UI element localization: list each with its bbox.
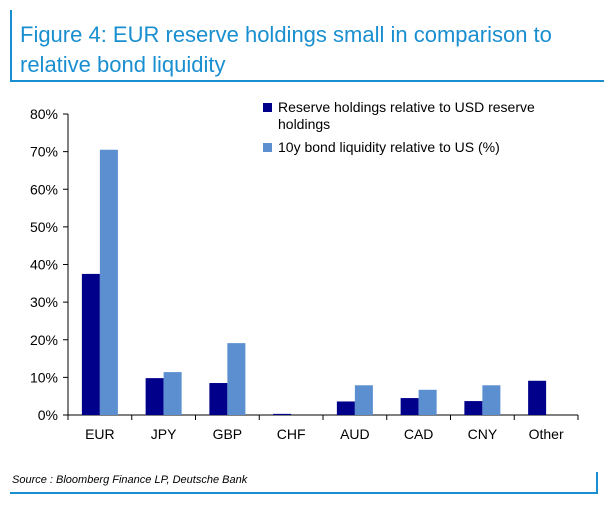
y-tick-label: 30% <box>30 294 58 310</box>
bar-aud-series-2 <box>354 385 373 415</box>
x-tick-label: GBP <box>213 426 243 442</box>
bar-cad-series-1 <box>400 398 419 415</box>
x-tick-label: CNY <box>468 426 498 442</box>
legend-label-series-1: Reserve holdings relative to USD reserve <box>278 99 535 115</box>
x-tick-label: CHF <box>277 426 306 442</box>
title-divider <box>10 80 604 82</box>
bar-jpy-series-2 <box>163 372 182 415</box>
bar-eur-series-1 <box>81 273 100 415</box>
chart-axes: 0% 10% 20% 30% 40% 50% 60% 70% 80% EUR JPY GBP CHF AU… <box>30 106 579 442</box>
x-tick-label: JPY <box>151 426 177 442</box>
y-tick-label: 20% <box>30 332 58 348</box>
bar-cad-series-2 <box>418 389 437 415</box>
bar-cny-series-1 <box>464 401 483 415</box>
bar-chf-series-1 <box>273 413 292 415</box>
y-tick-label: 40% <box>30 257 58 273</box>
title-accent-bar <box>10 10 12 80</box>
bar-chart: 0% 10% 20% 30% 40% 50% 60% 70% 80% EUR JPY GBP CHF AU… <box>30 99 579 442</box>
x-tick-label: Other <box>529 426 564 442</box>
source-note: Source : Bloomberg Finance LP, Deutsche … <box>12 474 248 486</box>
bar-other-series-1 <box>528 380 547 415</box>
bar-jpy-series-1 <box>145 378 164 415</box>
y-tick-label: 10% <box>30 369 58 385</box>
source-accent-bar <box>596 472 598 492</box>
legend-swatch-series-1 <box>263 103 272 112</box>
y-tick-label: 50% <box>30 219 58 235</box>
x-tick-label: AUD <box>340 426 370 442</box>
legend-label-series-1: holdings <box>278 116 330 132</box>
y-tick-label: 60% <box>30 181 58 197</box>
x-tick-label: EUR <box>85 426 115 442</box>
y-tick-label: 0% <box>38 407 58 423</box>
legend-label-series-2: 10y bond liquidity relative to US (%) <box>278 139 500 155</box>
chart-bars <box>81 149 547 415</box>
bar-gbp-series-1 <box>209 383 228 415</box>
legend-swatch-series-2 <box>263 143 272 152</box>
figure-title: Figure 4: EUR reserve holdings small in … <box>20 22 552 77</box>
bar-aud-series-1 <box>336 401 355 415</box>
y-tick-label: 80% <box>30 106 58 122</box>
source-divider <box>10 492 598 494</box>
bar-gbp-series-2 <box>227 343 246 415</box>
bar-eur-series-2 <box>99 149 118 415</box>
bar-cny-series-2 <box>482 385 501 415</box>
chart-legend: Reserve holdings relative to USD reserve… <box>263 99 535 155</box>
y-tick-label: 70% <box>30 144 58 160</box>
x-tick-label: CAD <box>404 426 434 442</box>
